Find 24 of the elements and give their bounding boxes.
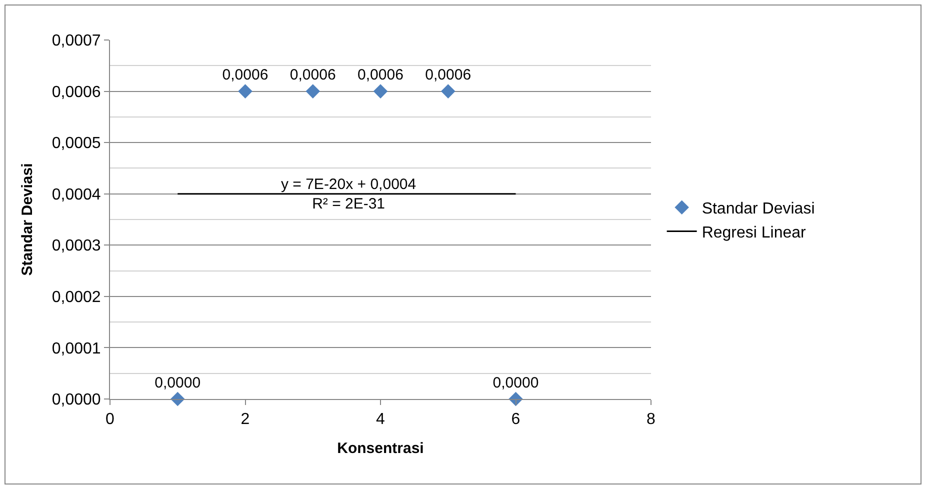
x-axis-title: Konsentrasi — [337, 440, 424, 458]
annotation: y = 7E-20x + 0,0004 R² = 2E-31 — [281, 176, 416, 212]
y-tick-label: 0,0004 — [52, 186, 101, 204]
data-label: 0,0006 — [290, 66, 336, 84]
y-tick-label: 0,0007 — [52, 32, 101, 50]
y-tick-label: 0,0003 — [52, 238, 101, 255]
y-tick-label: 0,0002 — [52, 289, 101, 306]
x-tick-label: 4 — [376, 411, 386, 428]
data-label: 0,0006 — [358, 66, 404, 84]
data-label: 0,0006 — [222, 66, 268, 84]
legend-label: Standar Deviasi — [702, 200, 815, 218]
legend-label: Regresi Linear — [702, 224, 807, 242]
data-label: 0,0000 — [492, 374, 539, 392]
y-axis-title: Standar Deviasi — [19, 163, 36, 276]
data-label: 0,0000 — [154, 374, 201, 392]
data-label: 0,0006 — [425, 66, 472, 84]
x-tick-label: 8 — [646, 411, 656, 428]
y-tick-label: 0,0005 — [52, 135, 101, 152]
y-tick-label: 0,0006 — [52, 84, 101, 101]
y-tick-label: 0,0000 — [52, 392, 101, 409]
y-tick-label: 0,0001 — [52, 340, 101, 358]
x-tick-label: 2 — [240, 411, 250, 428]
x-tick-label: 0 — [106, 411, 115, 428]
x-tick-label: 6 — [511, 411, 520, 428]
